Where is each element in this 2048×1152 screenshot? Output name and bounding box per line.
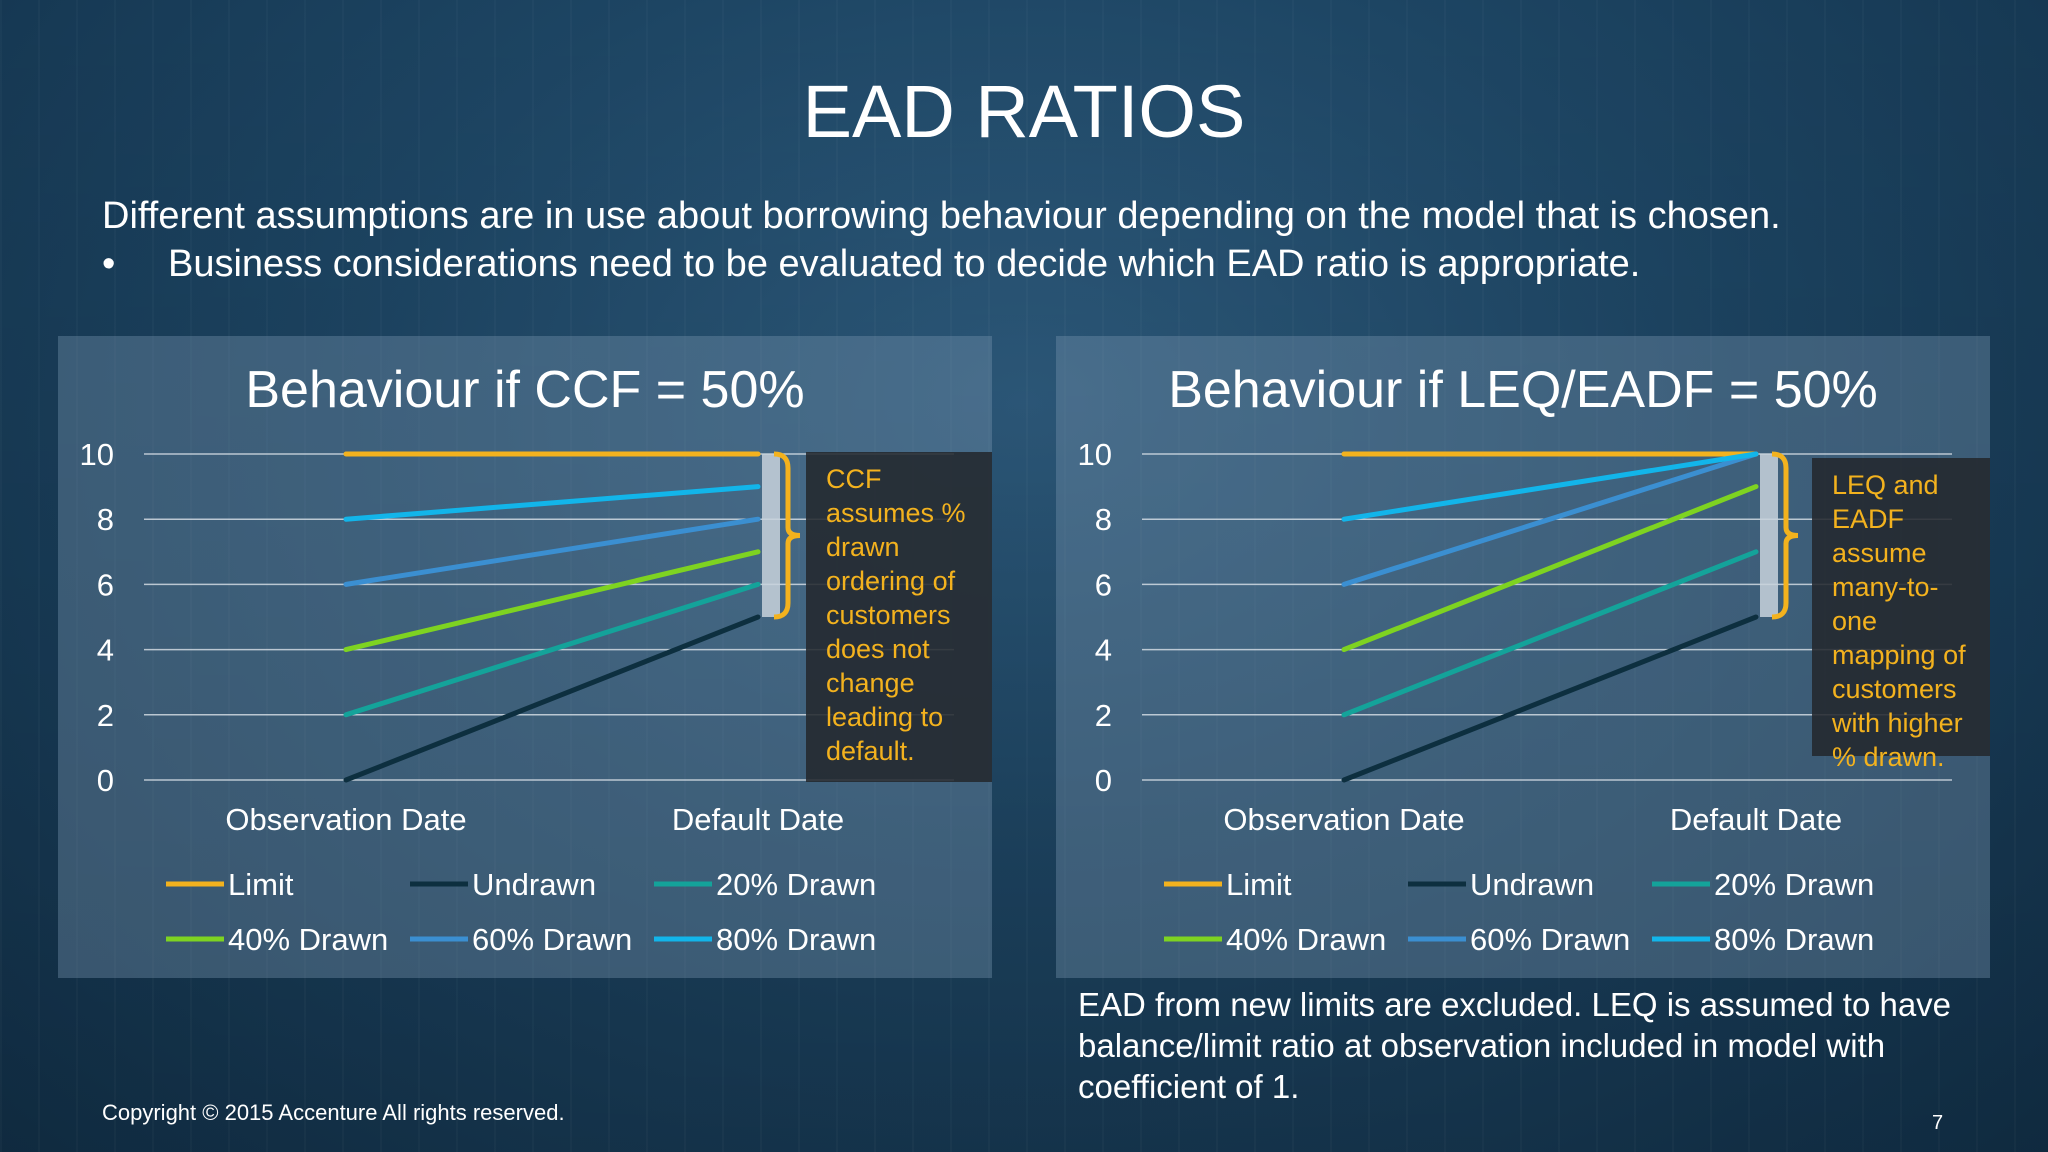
legend-label: 40% Drawn xyxy=(1226,922,1386,957)
x-tick-label: Observation Date xyxy=(1223,802,1464,837)
footnote: EAD from new limits are excluded. LEQ is… xyxy=(1078,986,1952,1105)
y-tick-label: 4 xyxy=(1095,633,1112,668)
series-line-40pct-drawn xyxy=(343,549,761,653)
y-tick-label: 4 xyxy=(97,633,114,668)
chart-title: Behaviour if LEQ/EADF = 50% xyxy=(1168,361,1878,419)
range-bar xyxy=(762,454,780,617)
leq-callout: LEQ and EADF assume many-to-one mapping … xyxy=(1812,458,1990,772)
legend-label: 80% Drawn xyxy=(1714,922,1874,957)
intro-text: Different assumptions are in use about b… xyxy=(102,192,1781,288)
series-line-60pct-drawn xyxy=(343,516,761,587)
x-tick-label: Observation Date xyxy=(225,802,466,837)
intro-line: Different assumptions are in use about b… xyxy=(102,195,1781,237)
page-number: 7 xyxy=(1932,1112,1944,1134)
series-line-undrawn xyxy=(1341,614,1759,783)
legend-label: 20% Drawn xyxy=(716,867,876,902)
y-tick-label: 10 xyxy=(80,437,114,472)
bullet-item: • Business considerations need to be eva… xyxy=(102,240,1781,288)
legend-label: Undrawn xyxy=(472,867,596,902)
series-line-60pct-drawn xyxy=(1341,451,1759,587)
series-line-40pct-drawn xyxy=(1341,484,1759,653)
copyright: Copyright © 2015 Accenture All rights re… xyxy=(102,1100,565,1125)
y-tick-label: 0 xyxy=(97,763,114,798)
legend-label: 80% Drawn xyxy=(716,922,876,957)
bullet-text: Business considerations need to be evalu… xyxy=(168,243,1641,285)
slide-title: EAD RATIOS xyxy=(802,70,1246,153)
x-tick-label: Default Date xyxy=(672,802,844,837)
chart-title: Behaviour if CCF = 50% xyxy=(245,361,805,419)
leq-chart-panel: Behaviour if LEQ/EADF = 50% 0 2 4 6 8 10 Obser… xyxy=(1056,336,1990,978)
series-line-20pct-drawn xyxy=(1341,549,1759,718)
y-tick-label: 2 xyxy=(1095,698,1112,733)
y-tick-label: 2 xyxy=(97,698,114,733)
series-line-80pct-drawn xyxy=(1341,451,1759,522)
legend-label: 60% Drawn xyxy=(472,922,632,957)
legend-label: Undrawn xyxy=(1470,867,1594,902)
range-brace xyxy=(1771,451,1799,620)
series-line-undrawn xyxy=(343,614,761,783)
legend-label: 60% Drawn xyxy=(1470,922,1630,957)
y-tick-label: 0 xyxy=(1095,763,1112,798)
legend-label: 20% Drawn xyxy=(1714,867,1874,902)
legend-label: Limit xyxy=(1226,867,1292,902)
y-tick-label: 6 xyxy=(97,567,114,602)
bullet-icon: • xyxy=(102,243,116,285)
y-tick-label: 8 xyxy=(97,502,114,537)
ccf-chart-panel: Behaviour if CCF = 50% 0 2 4 6 8 10 Observatio… xyxy=(58,336,992,978)
legend-label: Limit xyxy=(228,867,294,902)
y-tick-label: 10 xyxy=(1078,437,1112,472)
leq-chart-svg: 0 2 4 6 8 10 Observation Date Default Date Limit… xyxy=(1078,437,1952,957)
ccf-callout: CCF assumes % drawn ordering of customer… xyxy=(806,452,992,782)
x-tick-label: Default Date xyxy=(1670,802,1842,837)
y-tick-label: 8 xyxy=(1095,502,1112,537)
ccf-chart-svg: 0 2 4 6 8 10 Observation Date Default Date Limit… xyxy=(80,437,954,957)
range-brace xyxy=(773,451,801,620)
range-bar xyxy=(1760,454,1778,617)
series-line-20pct-drawn xyxy=(343,581,761,718)
y-tick-label: 6 xyxy=(1095,567,1112,602)
series-line-80pct-drawn xyxy=(343,484,761,522)
legend-label: 40% Drawn xyxy=(228,922,388,957)
